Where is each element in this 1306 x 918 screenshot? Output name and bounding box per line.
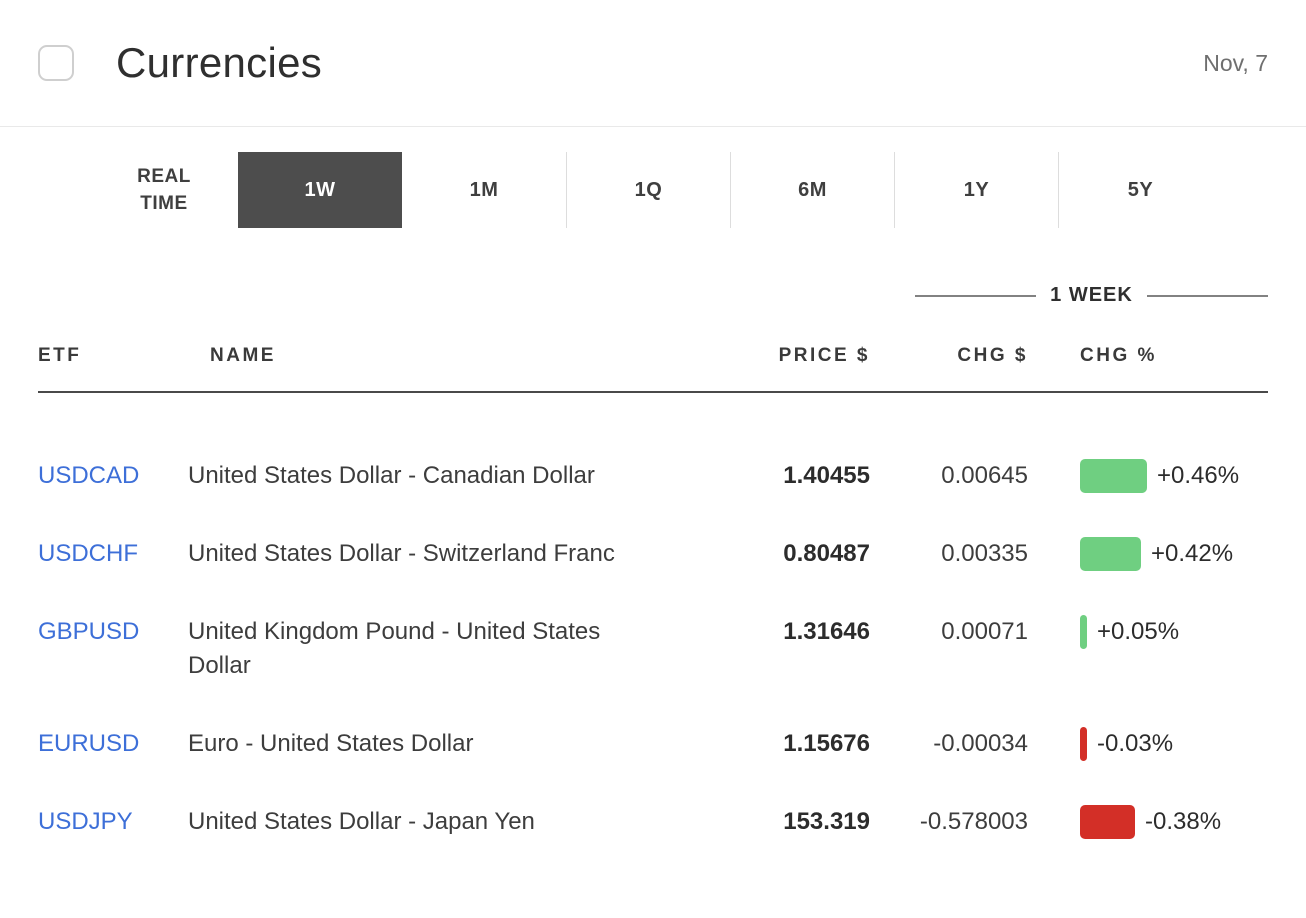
pair-name: United States Dollar - Japan Yen — [188, 808, 535, 835]
change-pct-cell: +0.42% — [1028, 537, 1268, 571]
change-pct-cell: +0.05% — [1028, 615, 1268, 649]
tab-1m[interactable]: 1M — [469, 178, 499, 201]
etf-link[interactable]: USDJPY — [38, 808, 133, 835]
col-header-etf: ETF — [38, 345, 82, 366]
price-value: 153.319 — [783, 808, 870, 835]
price-value: 1.40455 — [783, 462, 870, 489]
tab-real-time-label-line1: REAL — [137, 166, 191, 187]
change-value: -0.00034 — [933, 730, 1028, 757]
tab-real-time[interactable]: REAL TIME — [90, 152, 238, 228]
currencies-table: 1 WEEK ETF NAME PRICE $ CHG $ CHG % USDC… — [0, 284, 1306, 861]
table-body: USDCAD United States Dollar - Canadian D… — [38, 437, 1268, 861]
col-header-chg-pct: CHG % — [1080, 345, 1157, 366]
tab-1y[interactable]: 1Y — [894, 152, 1058, 228]
pair-name: United States Dollar - Switzerland Franc — [188, 540, 615, 567]
col-header-price: PRICE $ — [778, 345, 870, 366]
etf-link[interactable]: EURUSD — [38, 730, 140, 757]
table-row: EURUSD Euro - United States Dollar 1.156… — [38, 705, 1268, 783]
table-row: GBPUSD United Kingdom Pound - United Sta… — [38, 593, 1268, 705]
period-tabs: REAL TIME 1W 1M 1Q 6M 1Y 5Y — [90, 152, 1306, 228]
change-bar — [1080, 537, 1141, 571]
change-value: 0.00071 — [941, 618, 1028, 645]
change-pct-cell: -0.03% — [1028, 727, 1268, 761]
change-value: 0.00645 — [941, 462, 1028, 489]
etf-link[interactable]: USDCAD — [38, 462, 140, 489]
table-row: USDJPY United States Dollar - Japan Yen … — [38, 783, 1268, 861]
change-value: -0.578003 — [919, 808, 1028, 835]
change-pct-value: +0.46% — [1157, 462, 1240, 489]
group-header-line-left — [915, 294, 1037, 297]
change-pct-value: -0.38% — [1145, 808, 1222, 835]
page-title: Currencies — [116, 39, 323, 86]
col-header-chg: CHG $ — [957, 345, 1028, 366]
date-label: Nov, 7 — [1203, 49, 1268, 76]
week-group-header: 1 WEEK — [915, 284, 1268, 307]
change-pct-value: +0.42% — [1151, 540, 1234, 567]
tab-6m[interactable]: 6M — [730, 152, 894, 228]
widget-header: Currencies Nov, 7 — [0, 0, 1306, 127]
change-value: 0.00335 — [941, 540, 1028, 567]
change-bar — [1080, 727, 1087, 761]
pair-name: United Kingdom Pound - United States Dol… — [188, 618, 601, 679]
table-column-headers: ETF NAME PRICE $ CHG $ CHG % — [38, 345, 1268, 393]
tab-1q[interactable]: 1Q — [566, 152, 730, 228]
col-header-name: NAME — [210, 345, 276, 366]
change-pct-value: -0.03% — [1097, 730, 1174, 757]
change-bar — [1080, 615, 1087, 649]
change-pct-cell: +0.46% — [1028, 459, 1268, 493]
table-row: USDCAD United States Dollar - Canadian D… — [38, 437, 1268, 515]
table-row: USDCHF United States Dollar - Switzerlan… — [38, 515, 1268, 593]
tab-real-time-label-line2: TIME — [140, 193, 188, 214]
price-value: 1.31646 — [783, 618, 870, 645]
change-bar — [1080, 805, 1135, 839]
group-header-label: 1 WEEK — [1050, 284, 1133, 306]
pair-name: Euro - United States Dollar — [188, 730, 474, 757]
select-checkbox[interactable] — [38, 45, 74, 81]
price-value: 0.80487 — [783, 540, 870, 567]
price-value: 1.15676 — [783, 730, 870, 757]
tab-1w[interactable]: 1W — [238, 152, 402, 228]
group-header-line-right — [1146, 294, 1268, 297]
etf-link[interactable]: USDCHF — [38, 540, 138, 567]
tab-5y[interactable]: 5Y — [1058, 152, 1222, 228]
change-pct-value: +0.05% — [1097, 618, 1180, 645]
pair-name: United States Dollar - Canadian Dollar — [188, 462, 595, 489]
etf-link[interactable]: GBPUSD — [38, 618, 140, 645]
change-bar — [1080, 459, 1147, 493]
change-pct-cell: -0.38% — [1028, 805, 1268, 839]
